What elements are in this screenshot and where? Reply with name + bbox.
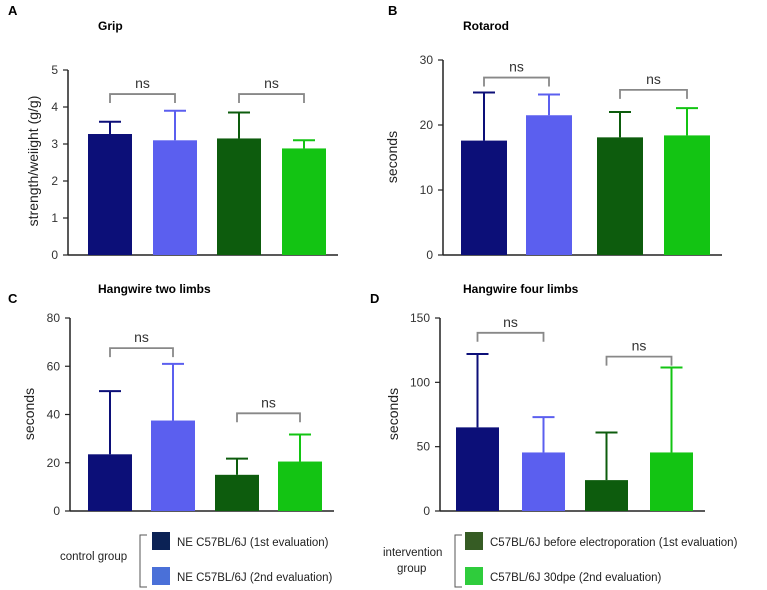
significance-bracket-hangwire-two-limbs <box>236 412 301 423</box>
y-tick-label-rotarod: 20 <box>420 118 434 132</box>
significance-bracket-grip <box>238 93 305 104</box>
bar-30dpe-hangwire-four-limbs <box>650 452 693 511</box>
panel-letter-d: D <box>370 291 379 306</box>
panel-grip: A Grip strength/weiight (g/g) 0 1 2 3 4 5 ns ns <box>8 3 338 262</box>
plot-area-hangwire-four-limbs: 0 50 100 150 ns ns <box>410 311 705 518</box>
panel-letter-c: C <box>8 291 18 306</box>
y-axis-label-grip: strength/weiight (g/g) <box>25 96 41 227</box>
bar-ne-2nd-hangwire-two-limbs <box>151 420 195 511</box>
y-tick-label-grip: 5 <box>51 63 58 77</box>
panel-letter-b: B <box>388 3 397 18</box>
significance-label-hangwire-four-limbs: ns <box>503 314 518 330</box>
panel-hangwire-two-limbs: C Hangwire two limbs seconds 0 20 40 60 80 ns… <box>8 282 334 518</box>
significance-bracket-rotarod <box>483 76 550 87</box>
legend-group-label-intervention: intervention <box>383 547 442 559</box>
legend-label-before-electroporation: C57BL/6J before electroporation (1st eva… <box>490 537 738 549</box>
legend-group-label-group: group <box>397 563 426 575</box>
significance-bracket-grip <box>109 93 176 104</box>
plot-area-rotarod: 0 10 20 30 ns ns <box>420 53 722 262</box>
bar-ne-1st-rotarod <box>461 140 507 255</box>
legend-bracket-control <box>139 534 147 588</box>
significance-label-rotarod: ns <box>646 71 661 87</box>
y-tick-label-rotarod: 10 <box>420 183 434 197</box>
bar-30dpe-grip <box>282 148 326 255</box>
y-tick-label-grip: 2 <box>51 174 58 188</box>
significance-label-grip: ns <box>264 75 279 91</box>
panel-hangwire-four-limbs: D Hangwire four limbs seconds 0 50 100 150 n… <box>370 282 705 518</box>
y-tick-label-grip: 1 <box>51 211 58 225</box>
y-tick-label-hangwire-two-limbs: 40 <box>47 408 61 422</box>
significance-label-rotarod: ns <box>509 59 524 75</box>
legend-swatch-before-electroporation <box>465 532 483 550</box>
significance-bracket-rotarod <box>619 89 688 99</box>
panel-title-grip: Grip <box>98 19 123 33</box>
y-tick-label-hangwire-four-limbs: 50 <box>417 440 431 454</box>
y-tick-label-hangwire-two-limbs: 20 <box>47 456 61 470</box>
significance-label-hangwire-four-limbs: ns <box>632 338 647 354</box>
y-tick-label-hangwire-two-limbs: 80 <box>47 311 61 325</box>
bar-ne-2nd-hangwire-four-limbs <box>522 452 565 511</box>
y-axis-label-rotarod: seconds <box>384 131 400 183</box>
significance-label-grip: ns <box>135 75 150 91</box>
y-tick-label-hangwire-four-limbs: 100 <box>410 375 430 389</box>
significance-bracket-hangwire-two-limbs <box>109 347 174 358</box>
y-tick-label-hangwire-two-limbs: 60 <box>47 359 61 373</box>
significance-bracket-hangwire-four-limbs <box>476 331 545 342</box>
bar-before-electroporation-grip <box>217 138 261 255</box>
y-tick-label-hangwire-four-limbs: 150 <box>410 311 430 325</box>
legend-label-30dpe: C57BL/6J 30dpe (2nd evaluation) <box>490 572 662 584</box>
panel-rotarod: B Rotarod seconds 0 10 20 30 ns ns <box>384 3 722 262</box>
panel-title-hangwire-four-limbs: Hangwire four limbs <box>463 282 579 296</box>
panel-title-hangwire-two-limbs: Hangwire two limbs <box>98 282 211 296</box>
legend-swatch-ne-1st <box>152 532 170 550</box>
bar-30dpe-rotarod <box>664 135 710 255</box>
significance-bracket-hangwire-four-limbs <box>605 355 673 366</box>
legend-label-ne-1st: NE C57BL/6J (1st evaluation) <box>177 537 329 549</box>
bar-ne-1st-grip <box>88 134 132 255</box>
bar-ne-1st-hangwire-two-limbs <box>88 454 132 511</box>
bar-ne-2nd-rotarod <box>526 115 572 255</box>
y-tick-label-grip: 0 <box>51 248 58 262</box>
legend-group-label-control: control group <box>60 551 127 563</box>
plot-area-hangwire-two-limbs: 0 20 40 60 80 ns ns <box>47 311 334 518</box>
y-tick-label-hangwire-four-limbs: 0 <box>423 504 430 518</box>
bar-30dpe-hangwire-two-limbs <box>278 461 322 511</box>
panel-letter-a: A <box>8 3 18 18</box>
legend-label-ne-2nd: NE C57BL/6J (2nd evaluation) <box>177 572 333 584</box>
y-tick-label-grip: 3 <box>51 137 58 151</box>
legend-bracket-intervention <box>454 534 462 588</box>
legend-swatch-30dpe <box>465 567 483 585</box>
legend-control-group: control group NE C57BL/6J (1st evaluatio… <box>60 532 333 588</box>
y-axis-label-hangwire-two-limbs: seconds <box>21 388 37 440</box>
panel-title-rotarod: Rotarod <box>463 19 509 33</box>
plot-area-grip: 0 1 2 3 4 5 ns ns <box>51 63 338 262</box>
bar-before-electroporation-hangwire-four-limbs <box>585 480 628 511</box>
y-axis-label-hangwire-four-limbs: seconds <box>385 388 401 440</box>
significance-label-hangwire-two-limbs: ns <box>134 329 149 345</box>
y-tick-label-grip: 4 <box>51 100 58 114</box>
y-tick-label-rotarod: 30 <box>420 53 434 67</box>
bar-ne-2nd-grip <box>153 140 197 255</box>
significance-label-hangwire-two-limbs: ns <box>261 394 276 410</box>
legend-swatch-ne-2nd <box>152 567 170 585</box>
bar-ne-1st-hangwire-four-limbs <box>456 427 499 511</box>
y-tick-label-hangwire-two-limbs: 0 <box>53 504 60 518</box>
bar-before-electroporation-rotarod <box>597 137 643 255</box>
bar-before-electroporation-hangwire-two-limbs <box>215 474 259 511</box>
y-tick-label-rotarod: 0 <box>426 248 433 262</box>
legend-intervention-group: intervention group C57BL/6J before elect… <box>383 532 738 588</box>
